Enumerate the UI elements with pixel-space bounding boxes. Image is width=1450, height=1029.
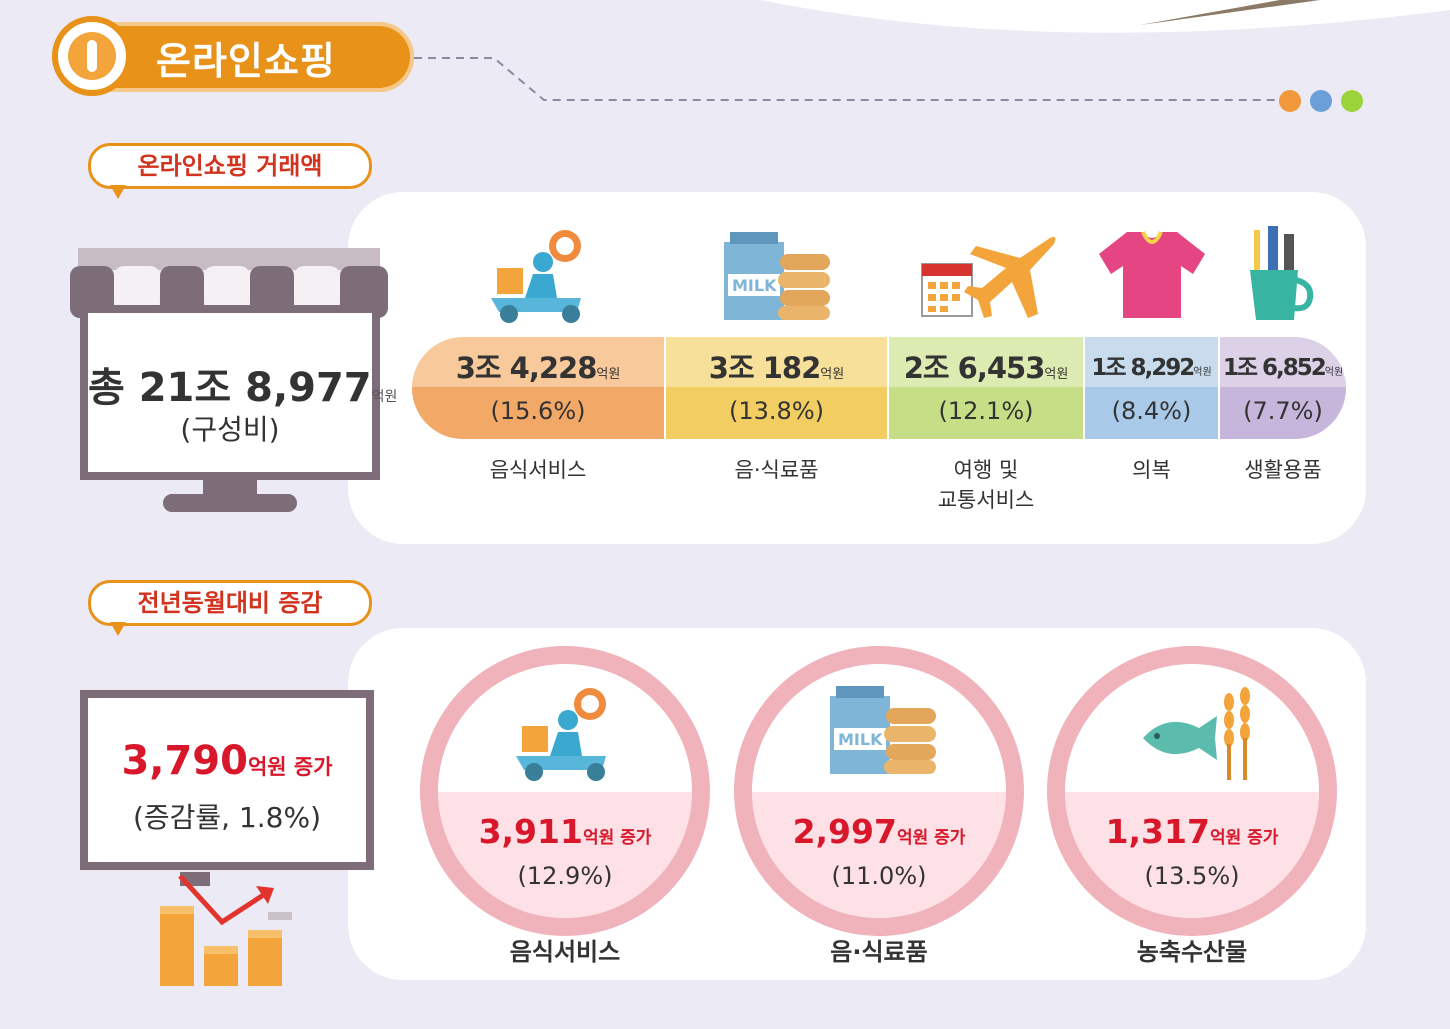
milk-food-icon: MILK (824, 686, 942, 780)
delivery-scooter-icon (491, 230, 581, 323)
segment-amount: 2조 6,453억원 (903, 351, 1069, 385)
delivery-scooter-icon (510, 686, 620, 786)
orange-dot-icon (1279, 90, 1301, 112)
total-monitor: 총 21조 8,977억원 (구성비) (80, 305, 397, 480)
segment-label: 음식서비스 (489, 458, 587, 482)
airplane-calendar-icon (921, 236, 1056, 318)
segment-amount: 1조 6,852억원 (1222, 355, 1344, 381)
yoy-circle: MILK 2,997억원 증가 (11.0%) (734, 646, 1024, 936)
dashed-connector (414, 57, 1284, 101)
yoy-percent: (13.5%) (1144, 862, 1240, 890)
page-title: 온라인쇼핑 (156, 39, 336, 83)
segment-percent: (7.7%) (1243, 397, 1323, 425)
segment-label: 생활용품 (1244, 458, 1322, 482)
segment-0: 3조 4,228억원 (15.6%) (412, 337, 664, 439)
segment-percent: (13.8%) (729, 397, 824, 425)
yoy-label: 음·식료품 (830, 938, 928, 966)
toothbrush-cup-icon (1250, 226, 1314, 320)
segment-label: 음·식료품 (734, 458, 819, 482)
label-tail (110, 185, 126, 199)
info-badge-icon (52, 16, 132, 96)
segment-percent: (8.4%) (1111, 397, 1192, 425)
segment-amount: 1조 8,292억원 (1091, 355, 1212, 381)
monitor-stand (203, 480, 257, 498)
yoy-percent: (11.0%) (831, 862, 927, 890)
yoy-circle: 3,911억원 증가 (12.9%) (420, 646, 710, 936)
segment-amount: 3조 182억원 (708, 351, 845, 385)
total-note: (구성비) (180, 413, 280, 446)
svg-text:MILK: MILK (838, 730, 883, 749)
total-amount: 총 21조 8,977 (88, 365, 372, 411)
yoy-label: 음식서비스 (509, 938, 621, 966)
segment-label: 여행 및 교통서비스 (937, 458, 1035, 512)
yoy-total-unit: 억원 증가 (247, 755, 333, 779)
yoy-label: 농축수산물 (1136, 938, 1248, 966)
yoy-monitor: 3,790억원 증가 (증감률, 1.8%) (80, 690, 374, 870)
fish-wheat-icon (1137, 686, 1257, 786)
section-label-transaction: 온라인쇼핑 거래액 (88, 143, 372, 189)
yoy-circle: 1,317억원 증가 (13.5%) (1047, 646, 1337, 936)
decorative-arc (760, 0, 1450, 33)
segment-percent: (12.1%) (938, 397, 1034, 425)
yoy-value: 1,317억원 증가 (1105, 812, 1279, 851)
segment-label: 의복 (1132, 458, 1171, 482)
yoy-value: 2,997억원 증가 (792, 812, 966, 851)
segment-2: 2조 6,453억원 (12.1%) (889, 337, 1083, 439)
yoy-percent: (12.9%) (517, 862, 613, 890)
svg-text:MILK: MILK (732, 276, 777, 295)
yoy-total-value: 3,790 (121, 738, 248, 784)
milk-food-icon: MILK (724, 232, 830, 320)
segment-amount: 3조 4,228억원 (455, 351, 621, 385)
segment-percent: (15.6%) (490, 397, 586, 425)
yoy-total-note: (증감률, 1.8%) (132, 801, 322, 834)
segment-1: 3조 182억원 (13.8%) (666, 337, 887, 439)
section-label-yoy: 전년동월대비 증감 (88, 580, 372, 626)
yoy-value: 3,911억원 증가 (478, 812, 652, 851)
label-tail (110, 622, 126, 636)
growth-coins-icon (160, 872, 292, 986)
total-unit: 억원 (371, 389, 398, 405)
blue-dot-icon (1310, 90, 1332, 112)
segment-4: 1조 6,852억원 (7.7%) (1220, 337, 1346, 439)
green-dot-icon (1341, 90, 1363, 112)
tshirt-icon (1099, 231, 1205, 318)
monitor-base (163, 494, 297, 512)
segment-3: 1조 8,292억원 (8.4%) (1085, 337, 1218, 439)
